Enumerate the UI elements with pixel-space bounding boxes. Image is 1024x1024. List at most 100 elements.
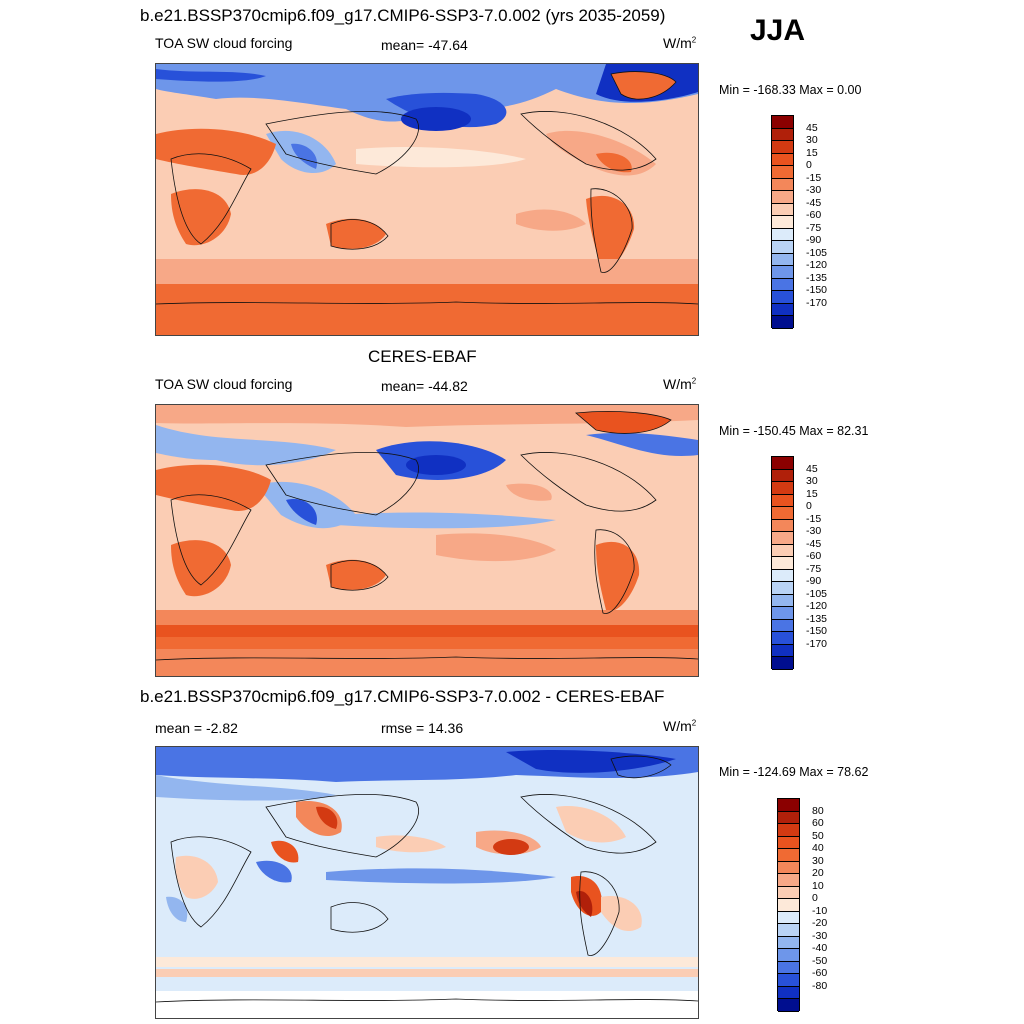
colorbar-tick-label: -60 — [806, 550, 822, 563]
colorbar-swatch — [772, 278, 793, 292]
colorbar-tick-label: -90 — [806, 234, 822, 247]
colorbar-tick-label: 15 — [806, 487, 818, 500]
colorbar-tick-label: -120 — [806, 600, 828, 613]
colorbar-tick-label: 0 — [806, 500, 812, 513]
panel2-colorbar-boxes — [771, 456, 794, 670]
colorbar-tick-label: -120 — [806, 259, 828, 272]
panel3-map — [155, 746, 699, 1019]
colorbar-swatch — [778, 824, 799, 837]
colorbar-swatch — [772, 291, 793, 304]
colorbar-swatch — [772, 141, 793, 154]
colorbar-swatch — [772, 216, 793, 229]
colorbar-tick-label: 40 — [812, 842, 824, 855]
colorbar-swatch — [778, 961, 799, 975]
colorbar-swatch — [772, 644, 793, 658]
panel3-title: b.e21.BSSP370cmip6.f09_g17.CMIP6-SSP3-7.… — [140, 687, 665, 706]
colorbar-tick-label: 60 — [812, 817, 824, 830]
colorbar-swatch — [772, 116, 793, 129]
colorbar-swatch — [778, 986, 799, 1000]
colorbar-swatch — [778, 799, 799, 812]
colorbar-swatch — [778, 999, 799, 1012]
colorbar-tick-label: -10 — [812, 904, 828, 917]
colorbar-swatch — [778, 974, 799, 987]
colorbar-swatch — [778, 861, 799, 875]
panel3-mean-label: mean = -2.82 — [155, 720, 238, 736]
panel1-units: W/m2 — [663, 35, 697, 51]
colorbar-tick-label: 10 — [812, 879, 824, 892]
colorbar-swatch — [772, 619, 793, 633]
colorbar-tick-label: -60 — [812, 967, 828, 980]
colorbar-tick-label: 30 — [812, 854, 824, 867]
colorbar-swatch — [772, 519, 793, 533]
colorbar-swatch — [772, 569, 793, 583]
colorbar-swatch — [772, 582, 793, 595]
colorbar-swatch — [778, 886, 799, 900]
colorbar-tick-label: -45 — [806, 537, 822, 550]
colorbar-tick-label: -20 — [812, 917, 828, 930]
colorbar-tick-label: 0 — [806, 159, 812, 172]
colorbar-swatch — [778, 911, 799, 925]
panel1-colorbar: 45 30 15 0 -15 -30 -45 -60 -75 -90 -105 -120 -135 -15… — [771, 115, 831, 329]
colorbar-tick-label: -45 — [806, 196, 822, 209]
colorbar-tick-label: -75 — [806, 562, 822, 575]
colorbar-tick-label: 30 — [806, 134, 818, 147]
colorbar-tick-label: 45 — [806, 462, 818, 475]
colorbar-swatch — [772, 266, 793, 279]
colorbar-swatch — [772, 253, 793, 267]
panel3-colorbar-boxes — [777, 798, 800, 1012]
colorbar-swatch — [772, 657, 793, 670]
colorbar-tick-label: -170 — [806, 637, 828, 650]
colorbar-swatch — [778, 874, 799, 887]
panel2-units: W/m2 — [663, 376, 697, 392]
panel1-minmax: Min = -168.33 Max = 0.00 — [719, 83, 862, 97]
colorbar-tick-label: -40 — [812, 942, 828, 955]
colorbar-tick-label: -75 — [806, 221, 822, 234]
panel2-mean-label: mean= -44.82 — [381, 378, 468, 394]
colorbar-swatch — [772, 153, 793, 167]
colorbar-swatch — [778, 899, 799, 912]
colorbar-swatch — [772, 607, 793, 620]
panel1-mean-label: mean= -47.64 — [381, 37, 468, 53]
season-label: JJA — [750, 14, 806, 47]
panel2-variable-label: TOA SW cloud forcing — [155, 376, 293, 392]
colorbar-tick-label: 45 — [806, 121, 818, 134]
colorbar-swatch — [772, 203, 793, 217]
colorbar-tick-label: -15 — [806, 512, 822, 525]
panel2-minmax: Min = -150.45 Max = 82.31 — [719, 424, 869, 438]
panel2-title: CERES-EBAF — [368, 347, 477, 366]
colorbar-tick-label: -150 — [806, 284, 828, 297]
colorbar-swatch — [772, 228, 793, 242]
colorbar-tick-label: 20 — [812, 867, 824, 880]
colorbar-swatch — [772, 557, 793, 570]
colorbar-swatch — [772, 507, 793, 520]
colorbar-tick-label: 30 — [806, 475, 818, 488]
colorbar-swatch — [772, 482, 793, 495]
colorbar-swatch — [778, 836, 799, 850]
colorbar-tick-label: -30 — [806, 184, 822, 197]
colorbar-swatch — [778, 849, 799, 862]
panel3-rmse-label: rmse = 14.36 — [381, 720, 464, 736]
colorbar-tick-label: 80 — [812, 804, 824, 817]
colorbar-tick-label: -80 — [812, 979, 828, 992]
colorbar-swatch — [772, 166, 793, 179]
colorbar-swatch — [778, 949, 799, 962]
colorbar-tick-label: -135 — [806, 612, 828, 625]
panel3-colorbar: 80 60 50 40 30 20 10 0 -10 -20 -30 -40 -50 -60 -80 — [777, 798, 837, 1012]
colorbar-swatch — [778, 924, 799, 937]
panel3-units: W/m2 — [663, 718, 697, 734]
panel1-colorbar-boxes — [771, 115, 794, 329]
colorbar-swatch — [772, 178, 793, 192]
panel2-colorbar: 45 30 15 0 -15 -30 -45 -60 -75 -90 -105 -120 -135 -15… — [771, 456, 831, 670]
colorbar-tick-label: -105 — [806, 246, 828, 259]
colorbar-swatch — [778, 811, 799, 825]
colorbar-swatch — [772, 494, 793, 508]
colorbar-swatch — [778, 936, 799, 950]
colorbar-swatch — [772, 544, 793, 558]
colorbar-tick-label: -50 — [812, 954, 828, 967]
colorbar-tick-label: 50 — [812, 829, 824, 842]
colorbar-tick-label: 15 — [806, 146, 818, 159]
panel1-map — [155, 63, 699, 336]
panel3-minmax: Min = -124.69 Max = 78.62 — [719, 765, 869, 779]
colorbar-swatch — [772, 632, 793, 645]
colorbar-tick-label: -15 — [806, 171, 822, 184]
